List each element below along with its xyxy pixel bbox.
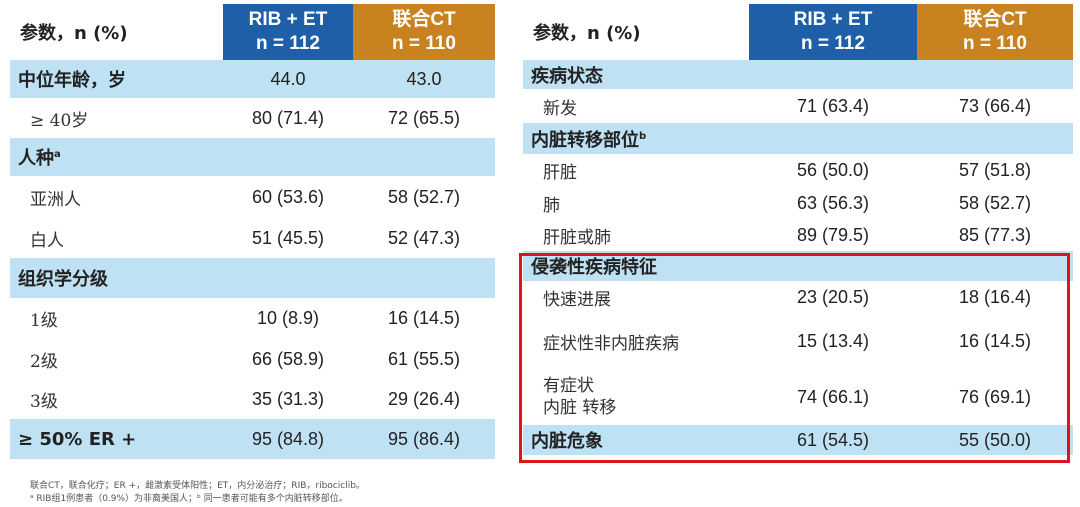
ct-value xyxy=(917,251,1073,281)
row-label: 内脏转移部位b xyxy=(523,123,749,154)
rib-value: 51 (45.5) xyxy=(251,227,325,248)
rib-value: 80 (71.4) xyxy=(251,107,325,128)
table-row: ≥ 40岁 80 (71.4) 72 (65.5) xyxy=(10,98,495,138)
row-label: 3级 xyxy=(30,391,58,412)
row-label: 症状性非内脏疾病 xyxy=(543,333,679,354)
ct-value: 72 (65.5) xyxy=(387,107,461,128)
rib-value: 89 (79.5) xyxy=(796,224,870,245)
ct-header: 联合CT n = 110 xyxy=(917,4,1073,60)
rib-value: 44.0 xyxy=(223,60,353,98)
row-label: 亚洲人 xyxy=(30,189,81,210)
rib-value: 66 (58.9) xyxy=(251,348,325,369)
row-label: 中位年龄，岁 xyxy=(10,60,223,98)
footnote-line-1: 联合CT，联合化疗；ER +，雌激素受体阳性；ET，内分泌治疗；RIB，ribo… xyxy=(30,481,365,491)
table-row: 1级 10 (8.9) 16 (14.5) xyxy=(10,298,495,339)
row-label: 内脏危象 xyxy=(523,425,749,455)
table-header: 参数，n (%) RIB + ET n = 112 联合CT n = 110 xyxy=(523,4,1073,60)
ct-value xyxy=(917,123,1073,154)
ct-value: 61 (55.5) xyxy=(387,348,461,369)
rib-value: 74 (66.1) xyxy=(796,386,870,407)
ct-value: 57 (51.8) xyxy=(958,160,1032,180)
table-row: 中位年龄，岁 44.0 43.0 xyxy=(10,60,495,98)
param-header: 参数，n (%) xyxy=(10,4,223,60)
table-row: 2级 66 (58.9) 61 (55.5) xyxy=(10,339,495,379)
rib-value xyxy=(749,60,917,89)
table-row: 肺 63 (56.3) 58 (52.7) xyxy=(523,187,1073,219)
table-row: 疾病状态 xyxy=(523,60,1073,89)
param-header: 参数，n (%) xyxy=(523,4,749,60)
table-row: 有症状 内脏 转移 74 (66.1) 76 (69.1) xyxy=(523,369,1073,425)
footnote-marker: a xyxy=(54,149,61,160)
row-label: 肺 xyxy=(543,195,560,216)
table-row: ≥ 50% ER + 95 (84.8) 95 (86.4) xyxy=(10,419,495,459)
rib-value: 35 (31.3) xyxy=(251,388,325,409)
ct-value xyxy=(353,258,495,298)
rib-header: RIB + ET n = 112 xyxy=(223,4,353,60)
rib-value: 10 (8.9) xyxy=(256,308,320,328)
rib-value: 63 (56.3) xyxy=(796,192,870,213)
ct-value: 95 (86.4) xyxy=(353,419,495,459)
ct-value xyxy=(353,138,495,176)
row-label: 新发 xyxy=(543,98,577,119)
row-label: 快速进展 xyxy=(543,289,611,310)
left-table: 参数，n (%) RIB + ET n = 112 联合CT n = 110 中位年… xyxy=(10,4,495,459)
rib-header: RIB + ET n = 112 xyxy=(749,4,917,60)
ct-value: 29 (26.4) xyxy=(387,388,461,409)
table-row: 侵袭性疾病特征 xyxy=(523,251,1073,281)
row-label: 肝脏 xyxy=(543,163,577,183)
ct-value: 55 (50.0) xyxy=(917,425,1073,455)
row-label: 白人 xyxy=(30,230,64,251)
rib-value: 61 (54.5) xyxy=(749,425,917,455)
rib-value: 56 (50.0) xyxy=(796,160,870,180)
rib-value: 15 (13.4) xyxy=(796,330,870,351)
table-row: 内脏危象 61 (54.5) 55 (50.0) xyxy=(523,425,1073,455)
table-row: 人种a xyxy=(10,138,495,176)
ct-value: 58 (52.7) xyxy=(387,186,461,207)
row-label: 肝脏或肺 xyxy=(543,227,611,248)
ct-value: 43.0 xyxy=(353,60,495,98)
ct-value: 16 (14.5) xyxy=(958,330,1032,351)
ct-value: 16 (14.5) xyxy=(387,308,461,328)
table-row: 肝脏或肺 89 (79.5) 85 (77.3) xyxy=(523,219,1073,251)
table-row: 新发 71 (63.4) 73 (66.4) xyxy=(523,89,1073,123)
row-label: 组织学分级 xyxy=(10,258,223,298)
right-table: 参数，n (%) RIB + ET n = 112 联合CT n = 110 疾病状… xyxy=(523,4,1073,455)
rib-value: 23 (20.5) xyxy=(796,286,870,307)
ct-value: 85 (77.3) xyxy=(958,224,1032,245)
rib-value: 71 (63.4) xyxy=(796,95,870,116)
row-label: ≥ 50% ER + xyxy=(10,419,223,459)
table-row: 组织学分级 xyxy=(10,258,495,298)
ct-value: 18 (16.4) xyxy=(958,286,1032,307)
row-label: 人种a xyxy=(10,138,223,176)
ct-value: 73 (66.4) xyxy=(958,95,1032,116)
ct-value: 76 (69.1) xyxy=(958,386,1032,407)
row-label: ≥ 40岁 xyxy=(30,110,89,131)
rib-value: 60 (53.6) xyxy=(251,186,325,207)
rib-value xyxy=(749,251,917,281)
ct-header: 联合CT n = 110 xyxy=(353,4,495,60)
table-row: 症状性非内脏疾病 15 (13.4) 16 (14.5) xyxy=(523,313,1073,369)
table-row: 快速进展 23 (20.5) 18 (16.4) xyxy=(523,281,1073,313)
row-label: 疾病状态 xyxy=(523,60,749,89)
table-row: 亚洲人 60 (53.6) 58 (52.7) xyxy=(10,176,495,218)
row-label: 有症状 内脏 转移 xyxy=(543,376,617,418)
footnote-marker: b xyxy=(639,130,647,142)
rib-value: 95 (84.8) xyxy=(223,419,353,459)
table-row: 3级 35 (31.3) 29 (26.4) xyxy=(10,379,495,419)
ct-value: 58 (52.7) xyxy=(958,192,1032,213)
rib-value xyxy=(223,258,353,298)
table-header: 参数，n (%) RIB + ET n = 112 联合CT n = 110 xyxy=(10,4,495,60)
ct-value: 52 (47.3) xyxy=(387,227,461,248)
table-row: 肝脏 56 (50.0) 57 (51.8) xyxy=(523,154,1073,187)
footnote-line-2: ᵃ RIB组1例患者（0.9%）为非裔美国人；ᵇ 同一患者可能有多个内脏转移部位… xyxy=(30,494,348,504)
table-row: 内脏转移部位b xyxy=(523,123,1073,154)
row-label: 1级 xyxy=(30,311,58,331)
row-label: 2级 xyxy=(30,351,58,372)
ct-value xyxy=(917,60,1073,89)
row-label: 侵袭性疾病特征 xyxy=(523,251,749,281)
rib-value xyxy=(749,123,917,154)
rib-value xyxy=(223,138,353,176)
table-row: 白人 51 (45.5) 52 (47.3) xyxy=(10,218,495,258)
